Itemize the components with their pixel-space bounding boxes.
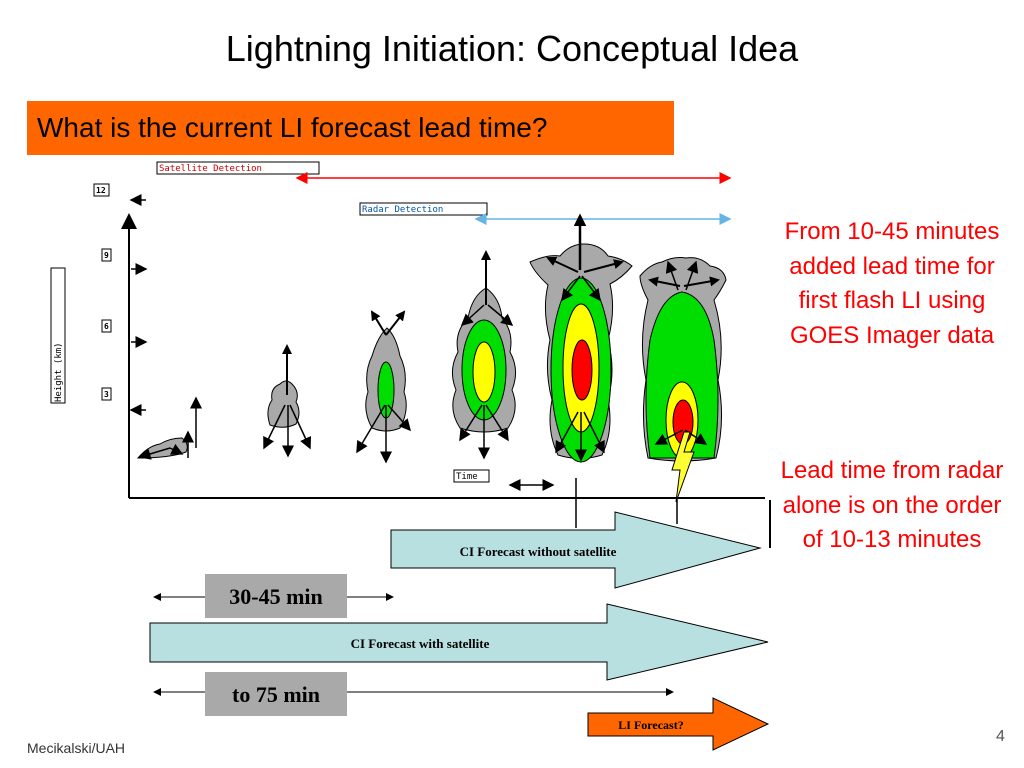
- flow-arrow: [485, 404, 509, 442]
- flow-arrow: [654, 429, 684, 445]
- y-tick-box-6: [101, 319, 112, 333]
- lead-time-30-45: 30-45 min: [153, 574, 394, 618]
- anvil-arrow: [546, 256, 579, 273]
- flow-arrow: [356, 404, 386, 454]
- flow-arrow: [387, 404, 411, 432]
- updraft-arrow: [370, 310, 387, 336]
- ci-with-arrow-shape: [149, 603, 769, 681]
- y-tick-box-9: [101, 248, 112, 262]
- lead-75-box: [205, 672, 347, 716]
- time-indicator: Time: [453, 469, 555, 491]
- lead-75-label: to 75 min: [232, 682, 320, 707]
- cloud-stage-3: [356, 310, 411, 464]
- red-core: [571, 339, 593, 401]
- flow-arrow: [289, 404, 312, 450]
- li-forecast-arrow-shape: [587, 697, 770, 751]
- flow-arrow: [138, 447, 171, 460]
- lead-time-75: to 75 min: [153, 672, 674, 716]
- anvil-arrow: [648, 276, 681, 287]
- updraft-arrow: [385, 310, 406, 336]
- cloud-stage-4: [452, 250, 516, 460]
- y-tick-label: 12: [96, 186, 106, 195]
- side-note-radar: Lead time from radar alone is on the ord…: [780, 457, 1004, 553]
- question-banner: What is the current LI forecast lead tim…: [27, 101, 674, 155]
- li-forecast: LI Forecast?: [587, 697, 770, 751]
- satellite-detection: Satellite Detection: [156, 161, 732, 184]
- y-tick-box-3: [101, 387, 112, 401]
- ci-forecast-without-satellite: CI Forecast without satellite: [390, 511, 762, 589]
- li-forecast-label: LI Forecast?: [618, 718, 683, 732]
- footer-author: Mecikalski/UAH: [27, 740, 126, 756]
- side-note-goes: From 10-45 minutes added lead time for f…: [784, 218, 1000, 349]
- flow-arrow: [555, 411, 579, 454]
- flow-arrow: [487, 304, 514, 326]
- time-label: Time: [456, 472, 478, 482]
- ci-with-label: CI Forecast with satellite: [351, 636, 490, 651]
- radar-detection-label: Radar Detection: [362, 205, 443, 215]
- y-tick-label: 6: [104, 322, 109, 331]
- anvil-arrow: [683, 276, 720, 287]
- time-box: [453, 469, 490, 483]
- flow-arrow: [460, 304, 485, 327]
- flow-arrow: [581, 275, 601, 302]
- height-axis-label: Height (km): [54, 342, 64, 402]
- radar-detection-box: [359, 202, 488, 216]
- flow-arrow: [685, 260, 699, 291]
- y-tick-label: 9: [104, 251, 109, 260]
- flow-arrow: [665, 260, 679, 291]
- ci-without-arrow-shape: [390, 511, 762, 589]
- satellite-detection-label: Satellite Detection: [159, 164, 262, 174]
- flow-arrow: [459, 404, 483, 442]
- ci-without-label: CI Forecast without satellite: [460, 544, 617, 559]
- slide-title: Lightning Initiation: Conceptual Idea: [225, 28, 799, 69]
- flow-arrow: [263, 404, 286, 450]
- ci-forecast-with-satellite: CI Forecast with satellite: [149, 603, 769, 681]
- lead-30-45-box: [205, 574, 347, 618]
- yellow-core: [472, 341, 496, 403]
- height-axis-box: [50, 267, 66, 404]
- satellite-detection-box: [156, 161, 320, 175]
- y-tick-box-12: [93, 183, 110, 197]
- axes: Height (km): [50, 213, 771, 548]
- cloud-stage-5: [529, 213, 633, 463]
- flow-arrow: [583, 411, 605, 454]
- lightning-bolt-icon: [671, 431, 695, 503]
- cloud-stage-2: [263, 344, 312, 458]
- cloud-body: [267, 380, 300, 428]
- green-core: [645, 291, 719, 459]
- y-ticks: 12 9 6 3: [93, 183, 148, 416]
- y-tick-label: 3: [104, 390, 109, 399]
- radar-detection: Radar Detection: [359, 202, 732, 225]
- lead-30-45-label: 30-45 min: [229, 584, 323, 609]
- page-number: 4: [996, 728, 1005, 745]
- flow-arrow: [561, 275, 581, 302]
- cloud-stage-6: [639, 257, 727, 503]
- flow-arrow: [169, 443, 184, 455]
- cloud-stage-1: [136, 396, 202, 460]
- anvil-arrow: [583, 259, 624, 273]
